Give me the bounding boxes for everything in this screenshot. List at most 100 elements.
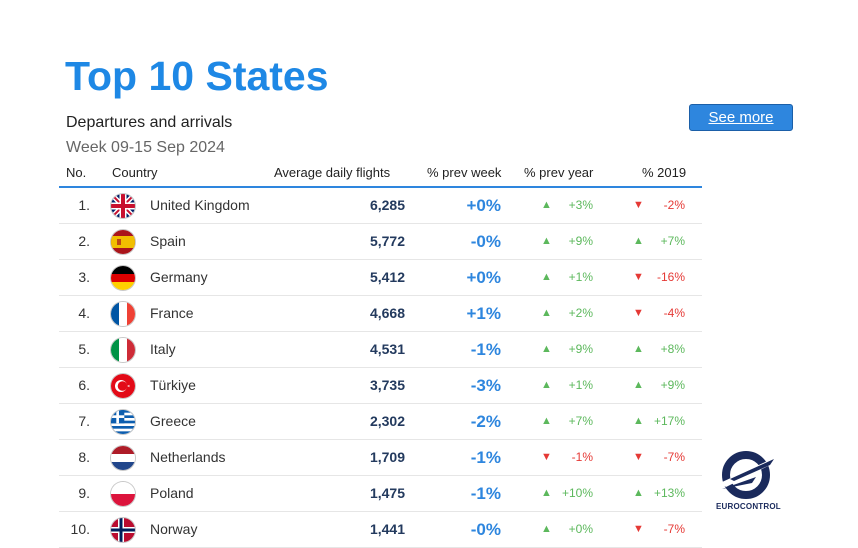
header-prev-year: % prev year (524, 165, 594, 180)
country-name: Türkiye (150, 377, 196, 393)
arrow-up-icon: ▲ (541, 271, 552, 283)
y2019-pct: -16% (656, 270, 685, 284)
prev-week-pct: +1% (466, 304, 502, 323)
rank: 2. (78, 233, 90, 249)
country-name: Netherlands (150, 449, 226, 465)
prev-week-pct: -1% (470, 448, 501, 467)
prev-week-pct: -3% (470, 376, 501, 395)
country-name: Norway (150, 521, 198, 537)
arrow-down-icon: ▼ (633, 451, 644, 463)
prev-week-pct: -1% (470, 340, 501, 359)
table-row: 1. United Kingdom 6,285 +0% ▲ +3% ▼ -2% (59, 188, 702, 224)
prev-year-pct: +9% (568, 342, 593, 356)
table-row: 2. Spain 5,772 -0% ▲ +9% ▲ +7% (59, 224, 702, 260)
avg-daily-flights: 1,709 (369, 449, 405, 465)
arrow-up-icon: ▲ (541, 199, 552, 211)
avg-daily-flights: 5,412 (369, 269, 405, 285)
country-name: United Kingdom (150, 197, 250, 213)
avg-daily-flights: 1,441 (369, 521, 405, 537)
header-flights: Average daily flights (274, 165, 391, 180)
week-range: Week 09-15 Sep 2024 (66, 139, 225, 156)
arrow-up-icon: ▲ (633, 343, 644, 355)
avg-daily-flights: 4,531 (369, 341, 405, 357)
prev-year-pct: +10% (561, 486, 593, 500)
arrow-up-icon: ▲ (541, 379, 552, 391)
header-prev-week: % prev week (427, 165, 502, 180)
avg-daily-flights: 3,735 (369, 377, 405, 393)
top-states-table: No. Country Average daily flights % prev… (59, 158, 702, 548)
prev-week-pct: +0% (466, 196, 502, 215)
eurocontrol-logo: EUROCONTROL (716, 449, 781, 511)
netherlands-flag-icon (111, 446, 135, 470)
arrow-down-icon: ▼ (633, 523, 644, 535)
prev-year-pct: +2% (568, 306, 593, 320)
avg-daily-flights: 1,475 (369, 485, 405, 501)
country-name: Germany (150, 269, 208, 285)
prev-week-pct: -2% (470, 412, 501, 431)
table-header: No. Country Average daily flights % prev… (59, 158, 702, 188)
rank: 6. (78, 377, 90, 393)
arrow-up-icon: ▲ (541, 487, 552, 499)
prev-week-pct: -0% (470, 232, 501, 251)
table-row: 8. Netherlands 1,709 -1% ▼ -1% ▼ -7% (59, 440, 702, 476)
country-name: Poland (150, 485, 194, 501)
arrow-up-icon: ▲ (633, 235, 644, 247)
avg-daily-flights: 4,668 (369, 305, 405, 321)
prev-week-pct: -1% (470, 484, 501, 503)
y2019-pct: -2% (663, 198, 685, 212)
spain-flag-icon (111, 230, 135, 254)
table-row: 5. Italy 4,531 -1% ▲ +9% ▲ +8% (59, 332, 702, 368)
table-body: 1. United Kingdom 6,285 +0% ▲ +3% ▼ -2% 2. Spain 5… (59, 188, 702, 548)
y2019-pct: +17% (653, 414, 685, 428)
prev-year-pct: -1% (571, 450, 593, 464)
rank: 1. (78, 197, 90, 213)
eurocontrol-logo-icon (720, 451, 776, 499)
table-row: 3. Germany 5,412 +0% ▲ +1% ▼ -16% (59, 260, 702, 296)
avg-daily-flights: 5,772 (369, 233, 405, 249)
prev-year-pct: +0% (568, 522, 593, 536)
arrow-up-icon: ▲ (541, 343, 552, 355)
country-name: Spain (150, 233, 186, 249)
table-row: 7. Greece 2,302 -2% ▲ +7% ▲ +17% (59, 404, 702, 440)
table-row: 9. Poland 1,475 -1% ▲ +10% ▲ +13% (59, 476, 702, 512)
country-name: Greece (150, 413, 196, 429)
prev-year-pct: +1% (568, 378, 593, 392)
country-name: France (150, 305, 194, 321)
prev-year-pct: +7% (568, 414, 593, 428)
rank: 5. (78, 341, 90, 357)
y2019-pct: -7% (663, 450, 685, 464)
header-no: No. (66, 165, 87, 180)
country-name: Italy (150, 341, 176, 357)
arrow-up-icon: ▲ (633, 487, 644, 499)
y2019-pct: +7% (660, 234, 685, 248)
header-2019: % 2019 (642, 165, 687, 180)
header-country: Country (112, 165, 158, 180)
see-more-button[interactable]: See more (689, 104, 793, 131)
table-row: 4. France 4,668 +1% ▲ +2% ▼ -4% (59, 296, 702, 332)
y2019-pct: +9% (660, 378, 685, 392)
page-title: Top 10 States (65, 53, 329, 99)
y2019-pct: +13% (653, 486, 685, 500)
arrow-up-icon: ▲ (541, 307, 552, 319)
germany-flag-icon (111, 266, 135, 290)
prev-week-pct: -0% (470, 520, 501, 539)
rank: 9. (78, 485, 90, 501)
rank: 4. (78, 305, 90, 321)
rank: 7. (78, 413, 90, 429)
arrow-up-icon: ▲ (541, 523, 552, 535)
arrow-down-icon: ▼ (541, 451, 552, 463)
subtitle: Departures and arrivals (66, 114, 233, 131)
poland-flag-icon (111, 482, 135, 506)
turkiye-flag-icon (111, 374, 135, 398)
arrow-up-icon: ▲ (541, 415, 552, 427)
italy-flag-icon (111, 338, 135, 362)
prev-year-pct: +1% (568, 270, 593, 284)
arrow-down-icon: ▼ (633, 307, 644, 319)
prev-year-pct: +9% (568, 234, 593, 248)
logo-text: EUROCONTROL (716, 502, 781, 511)
rank: 8. (78, 449, 90, 465)
uk-flag-icon (111, 194, 135, 218)
france-flag-icon (111, 302, 135, 326)
y2019-pct: +8% (660, 342, 685, 356)
rank: 10. (70, 521, 90, 537)
